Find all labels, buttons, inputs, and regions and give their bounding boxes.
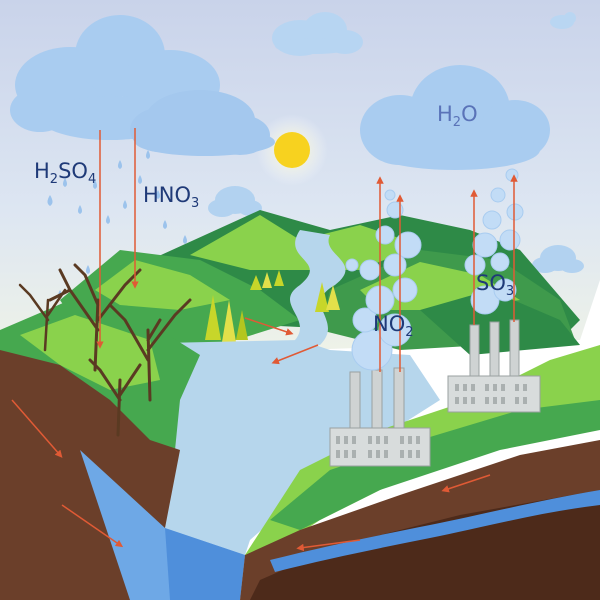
cloud-small-right bbox=[532, 245, 584, 273]
groundwater-stream bbox=[270, 490, 600, 572]
label-so3: SO3 bbox=[476, 271, 514, 299]
mountain-middle-light bbox=[95, 260, 230, 310]
soil-arrow-3 bbox=[441, 474, 491, 493]
mountain-right-front bbox=[420, 290, 580, 355]
sun bbox=[256, 114, 328, 186]
label-no2: NO2 bbox=[373, 312, 414, 340]
yellow-trees bbox=[205, 270, 340, 342]
arrows bbox=[11, 128, 518, 552]
factory-back bbox=[447, 319, 541, 413]
river bbox=[290, 230, 346, 345]
label-hno3: HNO3 bbox=[143, 183, 199, 211]
right-land-grass bbox=[270, 400, 600, 530]
label-h2so4: H2SO4 bbox=[34, 159, 96, 187]
runoff-arrow-2 bbox=[271, 344, 319, 365]
soil-arrow-2 bbox=[61, 504, 124, 548]
cloud-middle-left bbox=[130, 90, 275, 156]
cloud-right bbox=[360, 65, 550, 170]
label-h2o: H2O bbox=[437, 102, 478, 130]
cloud-tiny-corner bbox=[550, 12, 576, 29]
factory-front bbox=[329, 367, 431, 467]
groundwater-arrow bbox=[296, 539, 361, 552]
left-land-light bbox=[20, 315, 160, 390]
water-cross-section-front bbox=[165, 528, 245, 600]
runoff-arrow-1 bbox=[244, 317, 294, 336]
cloud-top-left bbox=[10, 15, 220, 140]
dead-trees bbox=[18, 263, 192, 437]
cloud-small-top bbox=[272, 12, 363, 56]
soil-arrow-1 bbox=[11, 399, 63, 458]
